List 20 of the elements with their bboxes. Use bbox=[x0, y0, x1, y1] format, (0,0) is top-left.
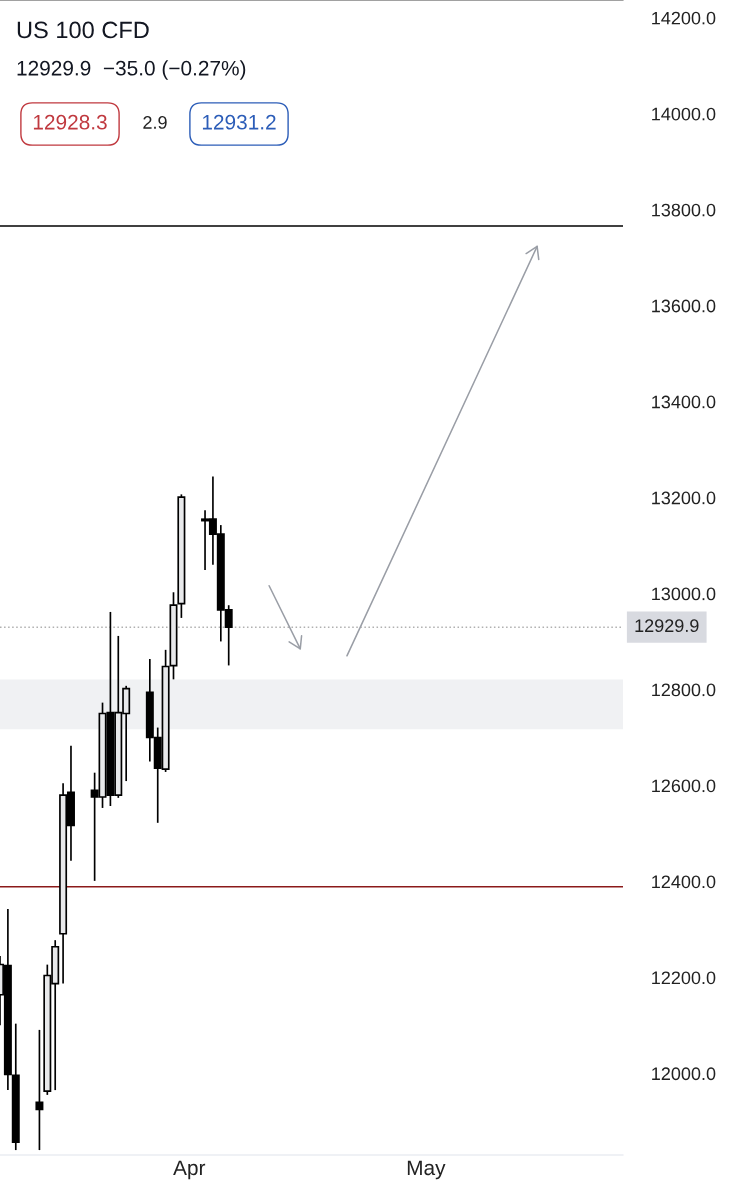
y-tick-label: 12600.0 bbox=[652, 779, 716, 793]
y-tick-label: 12000.0 bbox=[652, 1067, 716, 1081]
y-tick-label: 12400.0 bbox=[652, 875, 716, 889]
y-tick-label: 13200.0 bbox=[652, 491, 716, 505]
y-tick-label: 14200.0 bbox=[652, 11, 716, 25]
annotation: 12931.2 bbox=[202, 114, 276, 130]
y-tick-label: 12800.0 bbox=[652, 683, 716, 697]
y-tick-label: 13800.0 bbox=[652, 203, 716, 217]
ref-line-label: 12929.9 bbox=[635, 619, 699, 633]
annotation: 12928.3 bbox=[33, 114, 107, 130]
annotation: 2.9 bbox=[143, 116, 167, 129]
y-tick-label: 13600.0 bbox=[652, 299, 716, 313]
y-tick-label: 14000.0 bbox=[652, 107, 716, 121]
x-tick-label: May bbox=[407, 1160, 446, 1180]
y-tick-label: 12200.0 bbox=[652, 971, 716, 985]
x-tick-label: Apr bbox=[173, 1160, 206, 1180]
y-tick-label: 13400.0 bbox=[652, 395, 716, 409]
text: 12929.9 −35.0 (−0.27%) bbox=[17, 60, 246, 80]
text: US 100 CFD bbox=[17, 21, 149, 39]
y-tick-label: 13000.0 bbox=[652, 587, 716, 601]
